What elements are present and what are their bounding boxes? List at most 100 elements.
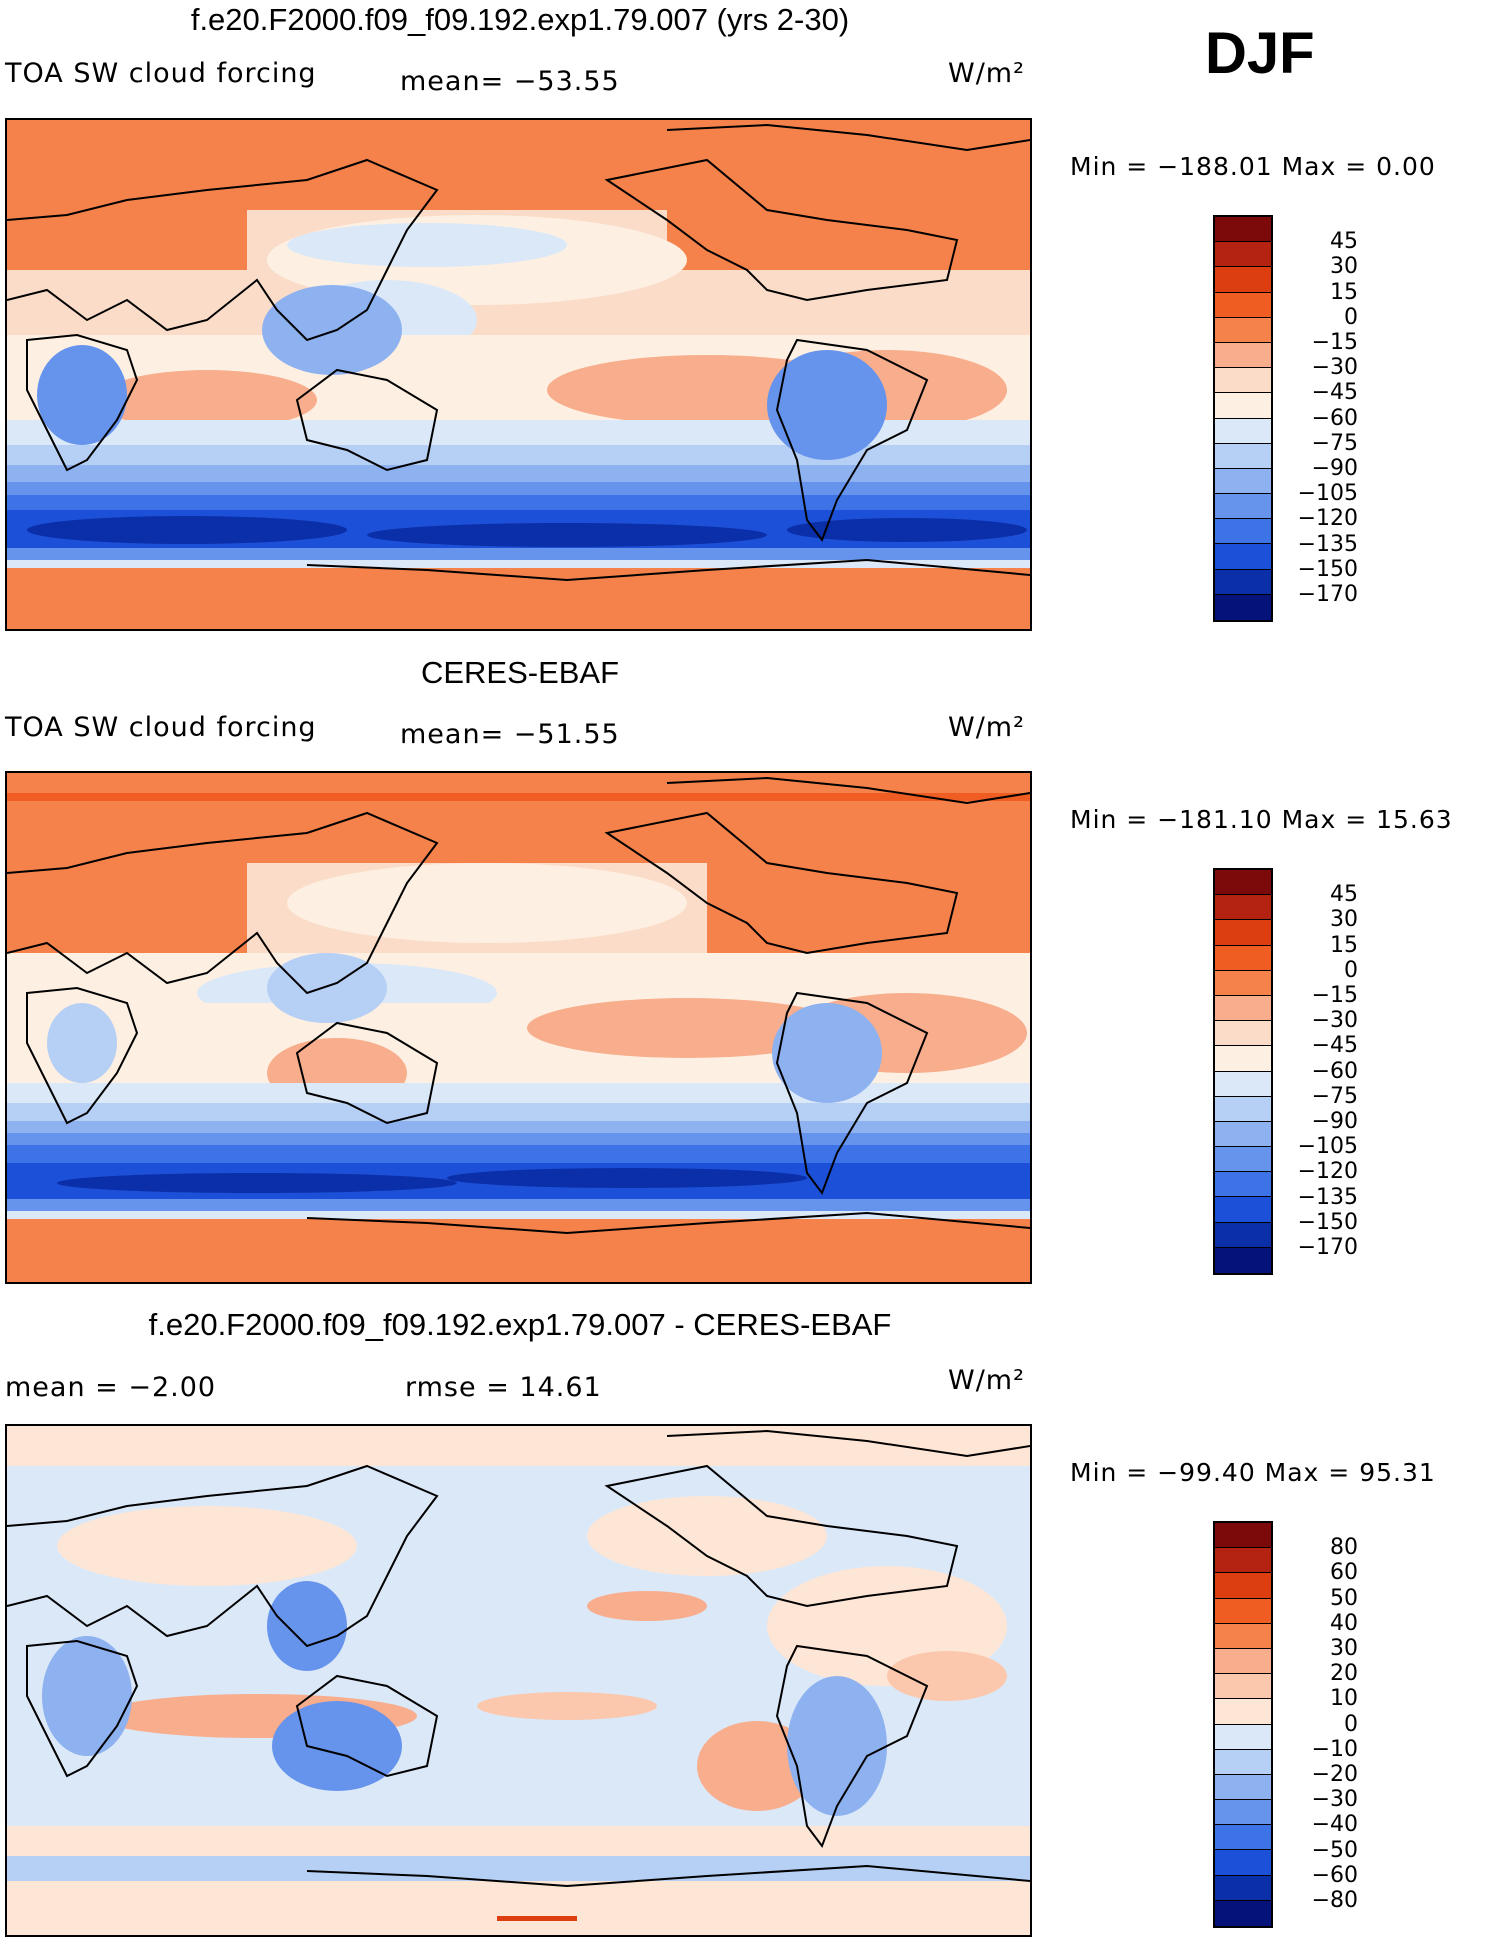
colorbar-swatch <box>1215 1699 1271 1725</box>
colorbar-tick-label: −30 <box>1311 355 1358 381</box>
colorbar-tick-label: −150 <box>1297 556 1358 582</box>
colorbar-swatch <box>1215 418 1271 444</box>
colorbar-swatch <box>1215 1548 1271 1574</box>
colorbar-tick-label: −30 <box>1311 1787 1358 1813</box>
colorbar-swatch <box>1215 368 1271 394</box>
colorbar-swatch <box>1215 242 1271 268</box>
colorbar-tick-label: −90 <box>1311 1109 1358 1134</box>
panel1-mean-label: mean= −53.55 <box>400 66 620 97</box>
colorbar-swatch <box>1215 1674 1271 1700</box>
colorbar-tick-label: 15 <box>1330 932 1358 958</box>
panel1-minmax: Min = −188.01 Max = 0.00 <box>1070 152 1436 181</box>
colorbar-swatch <box>1215 217 1271 243</box>
panel3-minmax: Min = −99.40 Max = 95.31 <box>1070 1458 1436 1487</box>
colorbar-swatch <box>1215 1222 1271 1248</box>
colorbar-tick-label: 60 <box>1330 1560 1358 1586</box>
colorbar-swatch <box>1215 1523 1271 1549</box>
colorbar-swatch <box>1215 317 1271 343</box>
colorbar-tick-label: 45 <box>1330 229 1358 255</box>
colorbar-swatch <box>1215 1598 1271 1624</box>
panel1-variable-label: TOA SW cloud forcing <box>5 58 317 89</box>
colorbar-tick-label: 30 <box>1330 907 1358 933</box>
colorbar-swatch <box>1215 945 1271 971</box>
colorbar-swatch <box>1215 342 1271 369</box>
colorbar-tick-label: −60 <box>1311 1862 1358 1888</box>
colorbar-tick-label: 45 <box>1330 882 1358 908</box>
colorbar-swatch <box>1215 1648 1271 1675</box>
colorbar-swatch <box>1215 895 1271 921</box>
colorbar-tick-label: −150 <box>1297 1209 1358 1235</box>
colorbar-swatch <box>1215 995 1271 1022</box>
colorbar-tick-label: 10 <box>1330 1686 1358 1712</box>
panel1-colorbar <box>1213 215 1273 623</box>
panel3-rmse-label: rmse = 14.61 <box>405 1372 602 1403</box>
colorbar-swatch <box>1215 1623 1271 1649</box>
colorbar-tick-label: −105 <box>1297 481 1358 507</box>
colorbar-tick-label: 0 <box>1344 957 1358 983</box>
colorbar-tick-label: −75 <box>1311 1083 1358 1109</box>
colorbar-tick-label: 30 <box>1330 254 1358 280</box>
colorbar-tick-label: 30 <box>1330 1636 1358 1661</box>
coastlines <box>7 123 1030 582</box>
colorbar-swatch <box>1215 1071 1271 1097</box>
colorbar-tick-label: 80 <box>1330 1535 1358 1561</box>
colorbar-tick-label: −80 <box>1311 1888 1358 1913</box>
colorbar-swatch <box>1215 1046 1271 1072</box>
panel2-title: CERES-EBAF <box>420 655 620 690</box>
colorbar-swatch <box>1215 1096 1271 1122</box>
colorbar-swatch <box>1215 1825 1271 1851</box>
panel3-units: W/m² <box>948 1365 1025 1396</box>
panel2-minmax: Min = −181.10 Max = 15.63 <box>1070 805 1453 834</box>
panel1-colorbar-ticks: 45 30 15 0 −15 −30 −45 −60 −75 −90 −105 −120 −135 −15… <box>1290 215 1358 618</box>
colorbar-swatch <box>1215 1172 1271 1198</box>
panel3-colorbar-ticks: 80 60 50 40 30 20 10 0 −10 −20 −30 −40 −50 −60 −80 <box>1290 1521 1358 1924</box>
colorbar-swatch <box>1215 1197 1271 1223</box>
colorbar-swatch <box>1215 870 1271 896</box>
colorbar-swatch <box>1215 267 1271 293</box>
colorbar-swatch <box>1215 393 1271 419</box>
colorbar-tick-label: −135 <box>1297 1184 1358 1210</box>
colorbar-tick-label: −170 <box>1297 582 1358 607</box>
colorbar-swatch <box>1215 1900 1271 1926</box>
colorbar-swatch <box>1215 1121 1271 1148</box>
colorbar-tick-label: −90 <box>1311 456 1358 481</box>
colorbar-tick-label: 50 <box>1330 1585 1358 1611</box>
panel3-colorbar <box>1213 1521 1273 1929</box>
season-label: DJF <box>1205 21 1315 86</box>
panel2-mean-label: mean= −51.55 <box>400 719 620 750</box>
panel1-map <box>5 118 1032 631</box>
colorbar-tick-label: −40 <box>1311 1812 1358 1838</box>
colorbar-tick-label: −10 <box>1311 1736 1358 1762</box>
colorbar-swatch <box>1215 1875 1271 1901</box>
colorbar-tick-label: −45 <box>1311 1033 1358 1059</box>
colorbar-swatch <box>1215 544 1271 570</box>
colorbar-tick-label: −50 <box>1311 1837 1358 1863</box>
panel3-mean-label: mean = −2.00 <box>5 1372 217 1403</box>
colorbar-tick-label: −60 <box>1311 1058 1358 1084</box>
colorbar-swatch <box>1215 519 1271 545</box>
colorbar-swatch <box>1215 468 1271 495</box>
colorbar-tick-label: −135 <box>1297 531 1358 557</box>
colorbar-swatch <box>1215 594 1271 620</box>
colorbar-tick-label: −60 <box>1311 405 1358 431</box>
colorbar-tick-label: −105 <box>1297 1134 1358 1160</box>
colorbar-tick-label: −15 <box>1311 330 1358 355</box>
colorbar-tick-label: −120 <box>1297 506 1358 532</box>
colorbar-swatch <box>1215 1850 1271 1876</box>
colorbar-tick-label: 0 <box>1344 304 1358 330</box>
panel2-colorbar <box>1213 868 1273 1276</box>
colorbar-swatch <box>1215 292 1271 318</box>
panel1-title: f.e20.F2000.f09_f09.192.exp1.79.007 (yrs… <box>190 2 850 37</box>
colorbar-tick-label: −20 <box>1311 1762 1358 1787</box>
colorbar-tick-label: 0 <box>1344 1711 1358 1737</box>
colorbar-tick-label: 15 <box>1330 279 1358 305</box>
colorbar-tick-label: −120 <box>1297 1159 1358 1185</box>
colorbar-swatch <box>1215 1724 1271 1750</box>
colorbar-swatch <box>1215 1774 1271 1801</box>
colorbar-tick-label: −15 <box>1311 983 1358 1008</box>
colorbar-swatch <box>1215 569 1271 595</box>
panel1-units: W/m² <box>948 58 1025 89</box>
panel3-map <box>5 1424 1032 1937</box>
colorbar-swatch <box>1215 1573 1271 1599</box>
colorbar-tick-label: −75 <box>1311 430 1358 456</box>
